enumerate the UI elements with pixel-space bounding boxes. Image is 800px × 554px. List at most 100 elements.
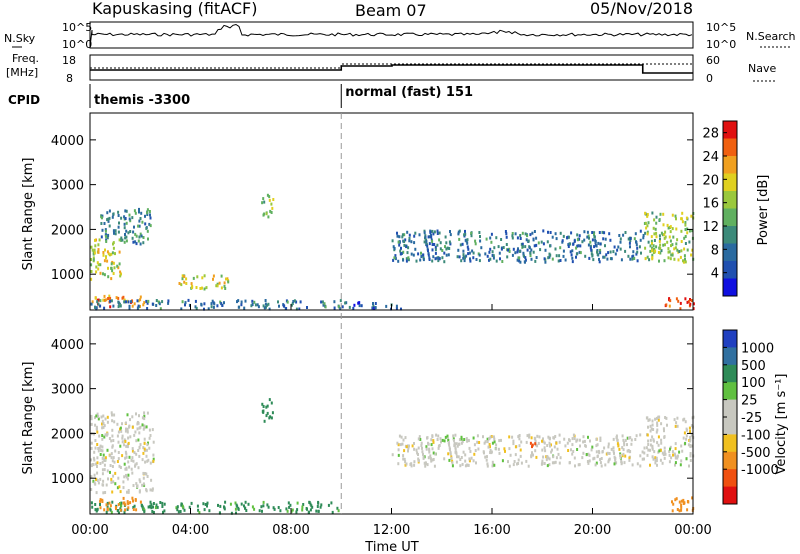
scatter-cell: [595, 461, 598, 465]
scatter-cell: [465, 437, 468, 441]
scatter-cell: [491, 250, 494, 254]
scatter-cell: [489, 236, 492, 240]
scatter-cell: [618, 447, 621, 451]
scatter-cell: [566, 236, 569, 240]
scatter-cell: [141, 416, 144, 420]
scatter-cell: [591, 231, 594, 234]
scatter-cell: [432, 458, 435, 461]
scatter-cell: [495, 443, 498, 447]
scatter-cell: [543, 257, 546, 261]
colorbar-tick-label: -500: [741, 446, 771, 461]
scatter-cell: [536, 444, 539, 448]
scatter-cell: [670, 456, 673, 460]
scatter-cell: [684, 221, 687, 224]
scatter-cell: [629, 436, 632, 440]
scatter-cell: [130, 300, 133, 304]
scatter-cell: [94, 446, 97, 450]
scatter-cell: [93, 251, 96, 255]
scatter-cell: [272, 198, 275, 201]
scatter-cell: [660, 438, 663, 442]
scatter-cell: [111, 413, 113, 417]
scatter-cell: [505, 232, 508, 236]
scatter-cell: [458, 438, 461, 442]
scatter-cell: [94, 423, 97, 427]
scatter-cell: [690, 299, 693, 302]
date-title: 05/Nov/2018: [590, 0, 693, 18]
scatter-cell: [549, 444, 551, 448]
scatter-cell: [450, 456, 453, 460]
scatter-cell: [646, 213, 649, 216]
scatter-cell: [101, 434, 104, 437]
scatter-cell: [432, 440, 435, 444]
scatter-cell: [589, 244, 592, 248]
scatter-cell: [125, 221, 128, 225]
scatter-cell: [595, 450, 598, 454]
scatter-cell: [108, 501, 111, 505]
scatter-cell: [265, 212, 268, 216]
scatter-cell: [397, 259, 400, 263]
scatter-cell: [511, 234, 514, 238]
scatter-cell: [605, 253, 608, 257]
scatter-cell: [423, 231, 426, 235]
scatter-cell: [607, 460, 610, 464]
scatter-cell: [655, 231, 658, 235]
scatter-cell: [663, 456, 666, 460]
scatter-cell: [618, 234, 621, 237]
scatter-cell: [663, 450, 666, 454]
scatter-cell: [648, 258, 651, 262]
scatter-cell: [553, 461, 556, 465]
scatter-cell: [526, 234, 529, 238]
scatter-cell: [125, 235, 128, 239]
scatter-cell: [587, 461, 590, 465]
scatter-cell: [543, 446, 546, 450]
y-tick-label: 1000: [51, 472, 84, 487]
scatter-cell: [508, 435, 511, 439]
scatter-cell: [613, 455, 616, 459]
scatter-cell: [90, 302, 93, 306]
scatter-cell: [185, 282, 188, 285]
scatter-cell: [620, 462, 623, 466]
scatter-cell: [464, 464, 467, 468]
scatter-cell: [607, 251, 610, 255]
power-y-axis-label: Slant Range [km]: [21, 158, 36, 271]
scatter-cell: [437, 259, 440, 263]
scatter-cell: [689, 454, 692, 458]
scatter-cell: [95, 427, 98, 431]
scatter-cell: [514, 251, 517, 255]
scatter-cell: [237, 299, 240, 303]
scatter-cell: [486, 437, 489, 441]
scatter-cell: [112, 439, 115, 442]
scatter-cell: [123, 443, 126, 447]
scatter-cell: [106, 250, 109, 254]
y-tick-label: 3000: [51, 383, 84, 398]
scatter-cell: [125, 444, 128, 448]
scatter-cell: [462, 450, 465, 454]
scatter-cell: [486, 462, 489, 466]
scatter-cell: [120, 216, 123, 220]
scatter-cell: [407, 446, 410, 450]
scatter-cell: [668, 304, 671, 308]
scatter-cell: [142, 303, 145, 307]
scatter-cell: [660, 441, 663, 445]
scatter-cell: [461, 242, 464, 246]
scatter-cell: [675, 497, 678, 501]
scatter-cell: [585, 453, 588, 456]
scatter-cell: [599, 439, 602, 442]
scatter-cell: [460, 259, 463, 263]
scatter-cell: [588, 453, 591, 457]
scatter-cell: [142, 476, 145, 480]
scatter-cell: [685, 437, 688, 441]
scatter-cell: [277, 506, 280, 509]
colorbar-tick-label: 24: [702, 150, 719, 165]
scatter-cell: [453, 443, 456, 447]
scatter-cell: [352, 306, 355, 310]
scatter-cell: [489, 445, 491, 449]
scatter-cell: [655, 221, 658, 225]
scatter-cell: [203, 307, 205, 311]
scatter-cell: [270, 211, 273, 214]
scatter-cell: [295, 510, 298, 514]
scatter-cell: [688, 240, 691, 244]
scatter-cell: [531, 445, 533, 449]
